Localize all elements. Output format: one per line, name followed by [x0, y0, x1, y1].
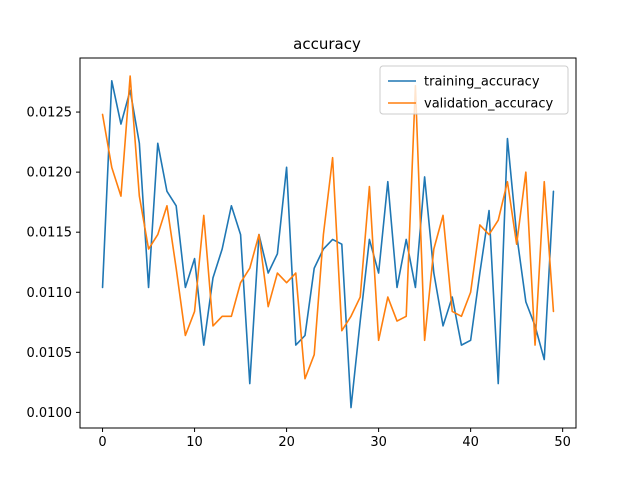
legend-label-validation_accuracy: validation_accuracy	[424, 97, 553, 112]
series-line-training_accuracy	[101, 80, 555, 409]
plot-frame	[79, 57, 577, 429]
series-line-validation_accuracy	[101, 75, 555, 380]
y-tick-label: 0.0115	[27, 226, 73, 241]
y-tick-label: 0.0125	[27, 106, 73, 121]
x-tick-label: 20	[278, 435, 295, 450]
x-axis: 0 10 20 30 40 50	[98, 428, 571, 450]
y-axis: 0.0100 0.0105 0.0110 0.0115 0.0120 0.0125	[27, 106, 80, 421]
y-tick-label: 0.0100	[27, 406, 73, 421]
y-tick-label: 0.0120	[27, 166, 73, 181]
legend-label-training_accuracy: training_accuracy	[424, 75, 540, 90]
x-tick-label: 10	[186, 435, 203, 450]
legend: training_accuracy validation_accuracy	[379, 65, 569, 115]
series-layer	[101, 75, 555, 409]
legend-box	[379, 65, 569, 115]
x-tick-label: 40	[462, 435, 479, 450]
chart-title: accuracy	[293, 35, 361, 53]
x-tick-label: 0	[98, 435, 106, 450]
plot-area	[80, 58, 576, 428]
y-tick-label: 0.0110	[27, 286, 73, 301]
x-tick-label: 50	[554, 435, 571, 450]
y-tick-label: 0.0105	[27, 346, 73, 361]
x-tick-label: 30	[370, 435, 387, 450]
